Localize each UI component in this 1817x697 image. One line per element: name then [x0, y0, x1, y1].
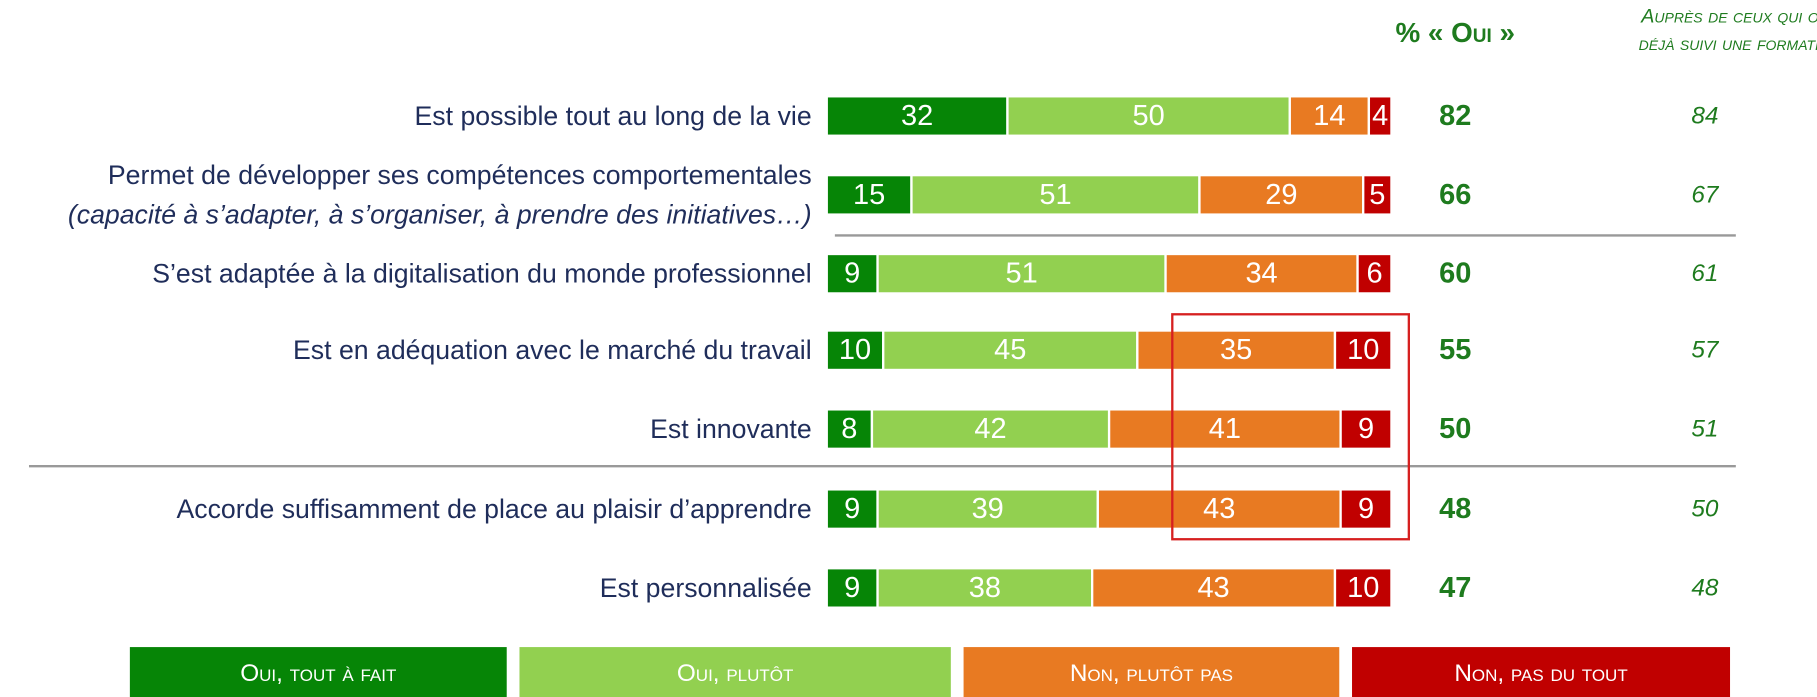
- row-label: Est en adéquation avec le marché du trav…: [293, 335, 812, 365]
- bar-segment: [1333, 329, 1393, 372]
- segment-label: 8: [841, 413, 857, 445]
- segment-label: 9: [1358, 413, 1374, 445]
- row-label: Est innovante: [650, 414, 812, 444]
- segment-label: 42: [974, 413, 1006, 445]
- segment-label: 51: [1005, 258, 1037, 290]
- bar-segment: [1288, 95, 1371, 137]
- highlight-box: [1171, 313, 1411, 541]
- trained-value: 51: [1691, 416, 1718, 443]
- bar-segment: [1333, 567, 1393, 609]
- legend-swatch: [1352, 647, 1731, 697]
- segment-label: 50: [1133, 100, 1165, 132]
- bar-segment: [1356, 252, 1393, 295]
- row-label: Est personnalisée: [600, 573, 812, 603]
- total-value: 48: [1439, 493, 1471, 525]
- trained-value: 57: [1691, 337, 1720, 364]
- bar-segment: [1107, 408, 1342, 450]
- legend-label: Non, plutôt pas: [1070, 660, 1233, 687]
- total-header: % « Oui »: [1395, 17, 1514, 48]
- segment-label: 15: [853, 179, 885, 211]
- segment-label: 29: [1265, 179, 1297, 211]
- segment-label: 51: [1039, 179, 1071, 211]
- bar-segment: [1339, 488, 1393, 530]
- row-label: Permet de développer ses compétences com…: [108, 160, 812, 190]
- segment-label: 10: [839, 334, 871, 366]
- segment-label: 41: [1209, 413, 1241, 445]
- bar-segment: [882, 329, 1139, 372]
- segment-label: 9: [844, 493, 860, 525]
- legend-label: Oui, plutôt: [677, 660, 794, 687]
- segment-label: 9: [1358, 493, 1374, 525]
- bar-segment: [1367, 95, 1393, 137]
- segment-label: 32: [901, 100, 933, 132]
- total-value: 82: [1439, 100, 1471, 132]
- segment-label: 38: [969, 572, 1001, 604]
- segment-label: 14: [1313, 100, 1345, 132]
- row-label: S’est adaptée à la digitalisation du mon…: [152, 259, 811, 289]
- segment-label: 4: [1372, 100, 1388, 132]
- legend-swatch: [129, 647, 507, 697]
- segment-label: 43: [1197, 572, 1229, 604]
- row-detail: (capacité à s’adapter, à s’organiser, à …: [68, 200, 812, 230]
- row-label: Accorde suffisamment de place au plaisir…: [177, 494, 812, 524]
- legend-label: Oui, tout à fait: [240, 660, 396, 687]
- total-value: 47: [1439, 572, 1471, 604]
- total-value: 55: [1439, 334, 1471, 366]
- legend-swatch: [963, 647, 1340, 697]
- segment-label: 6: [1366, 258, 1382, 290]
- trained-value: 67: [1691, 181, 1720, 208]
- trained-value: 50: [1691, 496, 1719, 523]
- segment-label: 10: [1347, 572, 1379, 604]
- trained-header: déjà suivi une formation: [1639, 33, 1817, 55]
- total-value: 60: [1439, 258, 1471, 290]
- trained-header: Auprès de ceux qui ont: [1640, 5, 1817, 27]
- segment-label: 34: [1245, 258, 1277, 290]
- bar-segment: [876, 567, 1094, 609]
- bar-segment: [1091, 567, 1337, 609]
- bar-segment: [1362, 173, 1393, 216]
- bar-segment: [825, 408, 874, 450]
- legend-label: Non, pas du tout: [1454, 660, 1627, 687]
- trained-value: 61: [1691, 260, 1718, 287]
- segment-label: 35: [1220, 334, 1252, 366]
- segment-label: 9: [844, 572, 860, 604]
- row-label: Est possible tout au long de la vie: [415, 101, 812, 131]
- segment-label: 43: [1203, 493, 1235, 525]
- bar-segment: [1096, 488, 1342, 530]
- bar-segment: [876, 488, 1099, 530]
- segment-label: 39: [972, 493, 1004, 525]
- trained-value: 48: [1691, 574, 1719, 601]
- segment-label: 10: [1347, 334, 1379, 366]
- segment-label: 9: [844, 258, 860, 290]
- segment-label: 5: [1369, 179, 1385, 211]
- legend-swatch: [519, 647, 951, 697]
- trained-value: 84: [1691, 103, 1718, 130]
- bar-segment: [1339, 408, 1393, 450]
- total-value: 50: [1439, 413, 1471, 445]
- total-value: 66: [1439, 179, 1471, 211]
- bar-segment: [910, 173, 1201, 216]
- bar-segment: [876, 252, 1167, 295]
- segment-label: 45: [994, 334, 1026, 366]
